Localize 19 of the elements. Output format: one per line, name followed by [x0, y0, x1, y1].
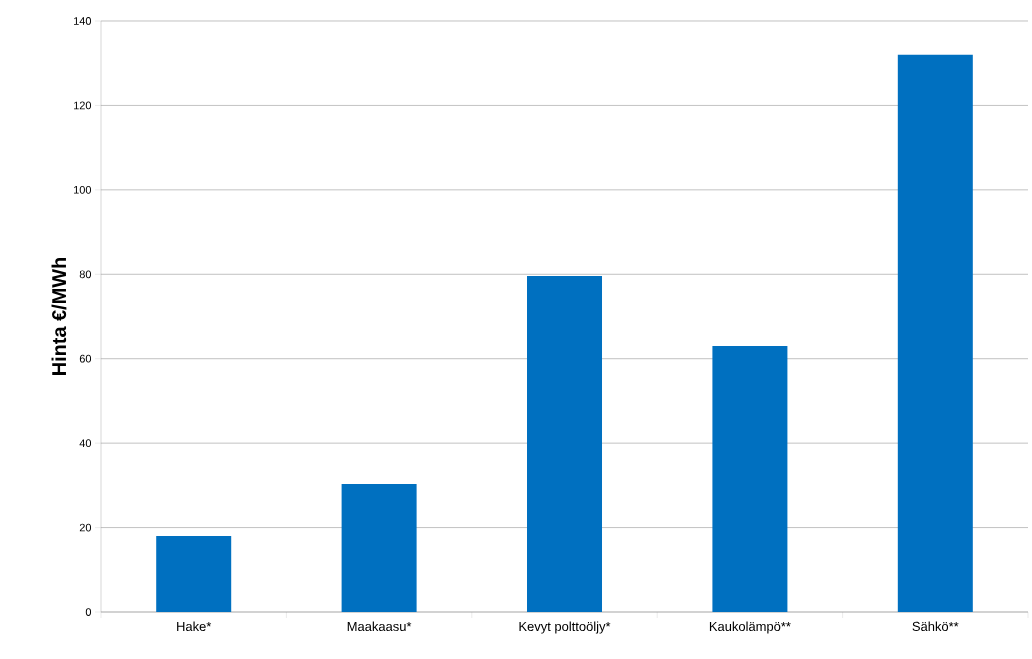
bar: [156, 536, 232, 612]
bar: [712, 346, 788, 612]
x-tick-label: Sähkö**: [912, 621, 959, 632]
bar: [341, 484, 417, 612]
bar: [897, 54, 973, 612]
y-tick-label: 100: [74, 185, 92, 194]
y-tick-label: 20: [79, 523, 92, 532]
y-tick-label: 60: [79, 354, 92, 363]
x-tick-label: Hake*: [177, 621, 212, 632]
bar: [527, 275, 603, 612]
y-tick-label: 40: [79, 439, 92, 448]
x-tick-label: Kevyt polttoöljy*: [519, 621, 611, 634]
y-tick-label: 80: [79, 270, 92, 279]
x-tick-label: Maakaasu*: [347, 621, 412, 632]
y-tick-label: 140: [74, 17, 92, 25]
y-axis-title: Hinta €/MWh: [51, 257, 67, 375]
y-tick-label: 120: [74, 101, 92, 110]
x-tick-label: Kaukolämpö**: [709, 621, 791, 634]
y-tick-label: 0: [85, 608, 92, 616]
